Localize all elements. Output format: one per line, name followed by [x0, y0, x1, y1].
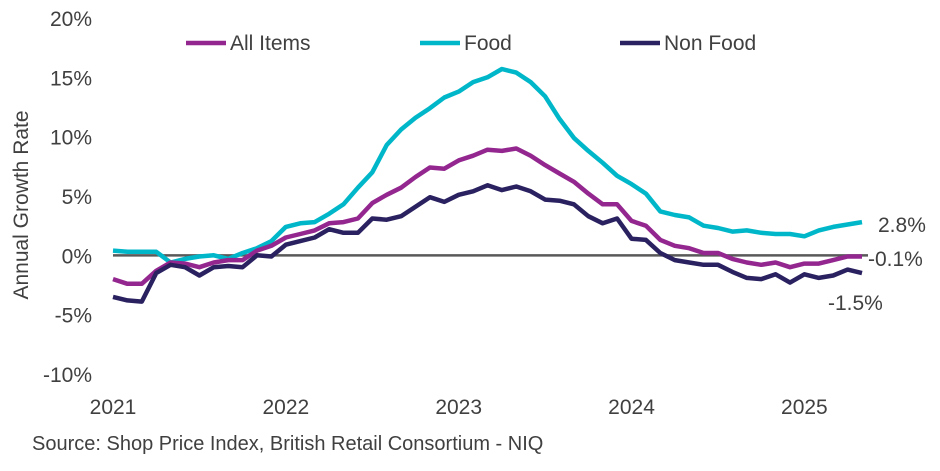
y-tick-label: -5% [55, 305, 92, 328]
series-line-non-food [112, 183, 863, 304]
y-tick-label: 20% [50, 8, 92, 31]
y-tick-label: -10% [43, 364, 92, 387]
x-tick-label: 2025 [781, 396, 828, 419]
series-line-all-items [112, 146, 862, 287]
y-tick-label: 5% [62, 186, 92, 209]
series-line-food [112, 66, 863, 265]
legend-label: All Items [230, 32, 311, 55]
end-label: 2.8% [878, 214, 926, 237]
x-tick-label: 2023 [435, 396, 482, 419]
y-tick-label: 0% [62, 245, 92, 268]
y-tick-label: 10% [50, 127, 92, 150]
end-labels: -0.1% 2.8% -1.5% [828, 214, 926, 315]
legend-label: Non Food [664, 32, 756, 55]
legend-label: Food [464, 32, 512, 55]
x-axis-ticks: 2021 2022 2023 2024 2025 [90, 396, 828, 419]
series-lines [112, 66, 863, 304]
x-tick-label: 2022 [262, 396, 309, 419]
y-axis-title: Annual Growth Rate [10, 110, 33, 299]
y-axis-ticks: -10% -5% 0% 5% 10% 15% 20% [43, 8, 92, 387]
end-label: -0.1% [868, 248, 923, 271]
legend: All Items Food Non Food [186, 32, 756, 55]
x-tick-label: 2024 [608, 396, 655, 419]
x-tick-label: 2021 [90, 396, 137, 419]
source-note: Source: Shop Price Index, British Retail… [32, 433, 544, 455]
y-tick-label: 15% [50, 67, 92, 90]
end-label: -1.5% [828, 292, 883, 315]
